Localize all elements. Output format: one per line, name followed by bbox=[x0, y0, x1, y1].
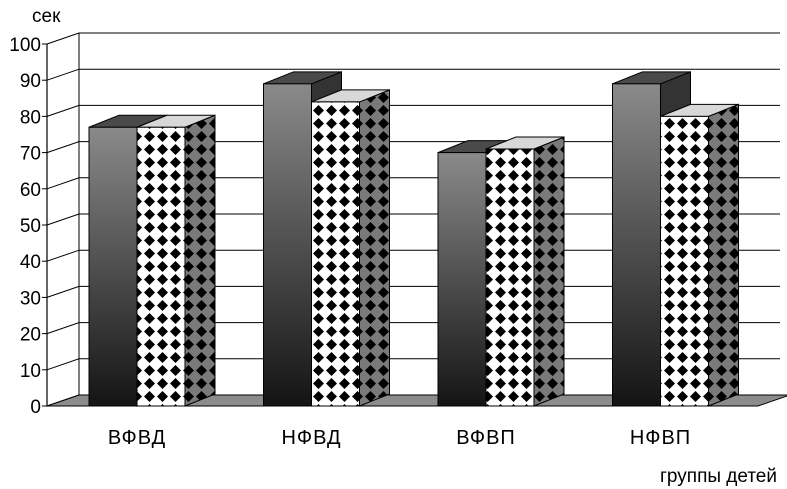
bar bbox=[485, 136, 565, 407]
y-tick-label: 70 bbox=[20, 144, 41, 165]
value-axis bbox=[42, 33, 80, 407]
labels: 0 10 20 30 40 50 60 70 80 90 100 ВФВД НФВД ВФВП НФВП bbox=[9, 35, 691, 449]
y-tick-label: 60 bbox=[20, 180, 41, 201]
y-tick-label: 10 bbox=[20, 361, 41, 382]
bars bbox=[88, 71, 739, 407]
y-tick-label: 80 bbox=[20, 107, 41, 128]
x-tick-label: НФВД bbox=[281, 427, 341, 449]
x-tick-label: НФВП bbox=[630, 427, 691, 449]
y-tick-label: 40 bbox=[20, 252, 41, 273]
bar bbox=[311, 89, 390, 407]
y-tick-label: 90 bbox=[20, 71, 41, 92]
y-tick-label: 20 bbox=[20, 325, 41, 346]
gridline bbox=[46, 32, 780, 45]
y-tick-label: 0 bbox=[30, 397, 41, 418]
y-tick-label: 30 bbox=[20, 288, 41, 309]
y-tick-label: 100 bbox=[9, 35, 41, 56]
x-tick-label: ВФВП bbox=[456, 427, 516, 449]
bar bbox=[136, 114, 216, 407]
bar bbox=[660, 103, 739, 407]
y-tick-label: 50 bbox=[20, 216, 41, 237]
y-axis-title: сек bbox=[32, 6, 61, 27]
x-axis-title: группы детей bbox=[660, 466, 777, 487]
x-tick-label: ВФВД bbox=[108, 427, 166, 449]
